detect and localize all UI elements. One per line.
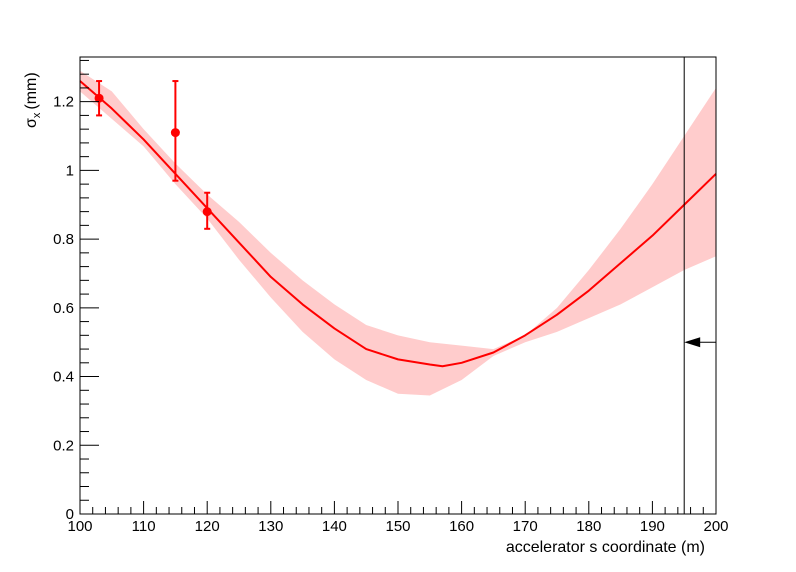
x-axis: 100 110 120 130 140 150 160 170 180 190 200 [67,501,729,535]
svg-text:σx(mm): σx (mm) [23,72,43,128]
x-tick-label: 130 [258,518,283,535]
y-axis-label-symbol: σ [23,118,40,128]
y-axis-label-subscript: x [31,112,43,118]
x-tick-label: 140 [322,518,347,535]
x-tick-label: 110 [132,518,156,535]
data-point-3 [202,207,212,217]
arrow-head [684,337,701,348]
y-axis-label-unit: (mm) [23,72,40,109]
x-tick-label: 200 [703,518,728,535]
data-points-layer [94,80,212,230]
data-point-1 [94,93,104,103]
y-tick-label: 0.4 [53,369,74,386]
data-point-2 [170,128,180,138]
x-tick-label: 120 [195,518,220,535]
y-tick-label: 0 [66,506,74,523]
x-tick-label: 180 [576,518,601,535]
annotation-layer [683,57,716,514]
y-tick-label: 1.2 [53,94,74,111]
x-tick-label: 190 [640,518,665,535]
y-tick-label: 0.6 [53,300,74,317]
x-axis-label: accelerator s coordinate (m) [506,539,705,556]
fit-curve-layer [79,80,717,368]
x-tick-label: 150 [385,518,410,535]
x-tick-label: 170 [513,518,538,535]
y-axis-label: σx (mm) [23,72,43,128]
y-tick-label: 0.8 [53,231,74,248]
fit-curve [79,80,717,368]
y-tick-label: 0.2 [53,437,74,454]
y-tick-label: 1 [66,162,74,179]
y-axis: 0 0.2 0.4 0.6 0.8 1 1.2 [53,59,99,523]
x-tick-label: 160 [449,518,474,535]
x-tick-label: 100 [67,518,92,535]
